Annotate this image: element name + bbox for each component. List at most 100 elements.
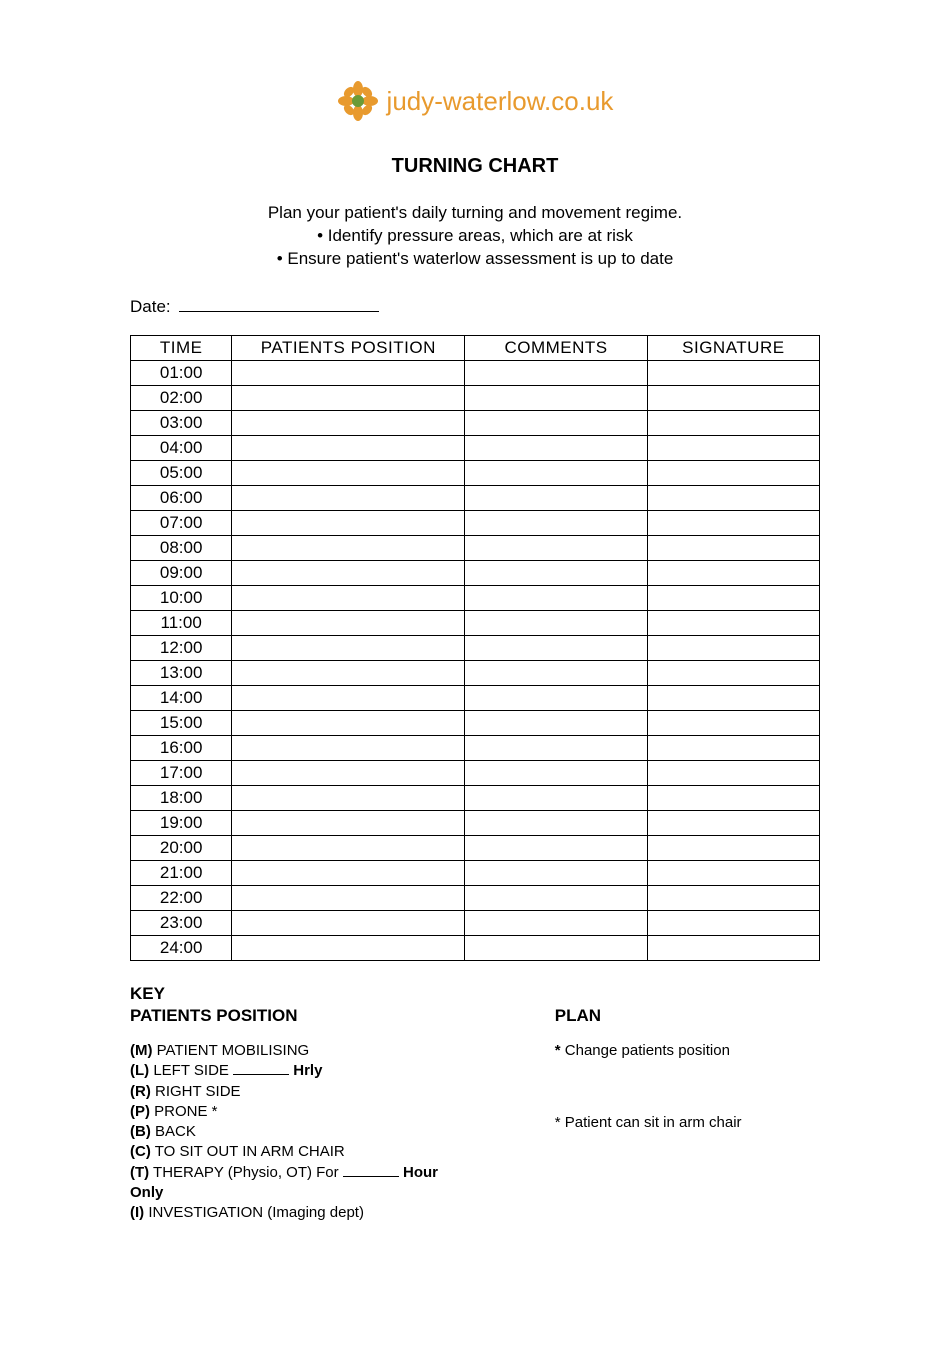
cell-comments[interactable] — [465, 610, 647, 635]
cell-position[interactable] — [232, 885, 465, 910]
cell-comments[interactable] — [465, 710, 647, 735]
cell-signature[interactable] — [647, 835, 819, 860]
cell-position[interactable] — [232, 735, 465, 760]
cell-signature[interactable] — [647, 385, 819, 410]
cell-time: 04:00 — [131, 435, 232, 460]
cell-position[interactable] — [232, 710, 465, 735]
cell-position[interactable] — [232, 485, 465, 510]
cell-signature[interactable] — [647, 435, 819, 460]
cell-comments[interactable] — [465, 785, 647, 810]
logo-text: judy-waterlow.co.uk — [387, 86, 614, 117]
cell-time: 02:00 — [131, 385, 232, 410]
table-row: 08:00 — [131, 535, 820, 560]
cell-signature[interactable] — [647, 885, 819, 910]
cell-comments[interactable] — [465, 635, 647, 660]
cell-position[interactable] — [232, 635, 465, 660]
cell-position[interactable] — [232, 935, 465, 960]
cell-comments[interactable] — [465, 935, 647, 960]
cell-comments[interactable] — [465, 485, 647, 510]
cell-signature[interactable] — [647, 935, 819, 960]
cell-comments[interactable] — [465, 410, 647, 435]
key-item: (L) LEFT SIDE Hrly — [130, 1061, 475, 1081]
cell-position[interactable] — [232, 535, 465, 560]
cell-comments[interactable] — [465, 885, 647, 910]
cell-signature[interactable] — [647, 610, 819, 635]
cell-signature[interactable] — [647, 360, 819, 385]
cell-signature[interactable] — [647, 560, 819, 585]
key-heading-key: KEY — [130, 984, 165, 1003]
cell-position[interactable] — [232, 760, 465, 785]
cell-comments[interactable] — [465, 510, 647, 535]
plan-text: Patient can sit in arm chair — [561, 1114, 742, 1131]
date-line: Date: — [130, 297, 820, 317]
cell-signature[interactable] — [647, 910, 819, 935]
cell-comments[interactable] — [465, 685, 647, 710]
cell-signature[interactable] — [647, 410, 819, 435]
cell-signature[interactable] — [647, 535, 819, 560]
cell-signature[interactable] — [647, 785, 819, 810]
table-row: 15:00 — [131, 710, 820, 735]
cell-position[interactable] — [232, 835, 465, 860]
cell-comments[interactable] — [465, 435, 647, 460]
cell-comments[interactable] — [465, 760, 647, 785]
cell-signature[interactable] — [647, 760, 819, 785]
cell-signature[interactable] — [647, 585, 819, 610]
table-row: 09:00 — [131, 560, 820, 585]
key-blank-field[interactable] — [233, 1063, 289, 1075]
date-blank-field[interactable] — [179, 298, 379, 312]
table-row: 05:00 — [131, 460, 820, 485]
cell-comments[interactable] — [465, 385, 647, 410]
cell-position[interactable] — [232, 435, 465, 460]
key-blank-field[interactable] — [343, 1165, 399, 1177]
table-row: 10:00 — [131, 585, 820, 610]
table-row: 03:00 — [131, 410, 820, 435]
cell-signature[interactable] — [647, 735, 819, 760]
cell-signature[interactable] — [647, 460, 819, 485]
cell-position[interactable] — [232, 785, 465, 810]
instructions-bullet-2: • Ensure patient's waterlow assessment i… — [130, 248, 820, 271]
cell-position[interactable] — [232, 460, 465, 485]
cell-position[interactable] — [232, 660, 465, 685]
key-item: (P) PRONE * — [130, 1102, 475, 1122]
cell-comments[interactable] — [465, 860, 647, 885]
cell-time: 09:00 — [131, 560, 232, 585]
cell-signature[interactable] — [647, 660, 819, 685]
plan-text: Change patients position — [561, 1042, 730, 1059]
cell-comments[interactable] — [465, 910, 647, 935]
cell-time: 06:00 — [131, 485, 232, 510]
cell-comments[interactable] — [465, 360, 647, 385]
cell-position[interactable] — [232, 560, 465, 585]
key-item-code: (C) — [130, 1143, 151, 1160]
cell-position[interactable] — [232, 585, 465, 610]
cell-position[interactable] — [232, 510, 465, 535]
cell-comments[interactable] — [465, 835, 647, 860]
cell-signature[interactable] — [647, 685, 819, 710]
header-comments: COMMENTS — [465, 335, 647, 360]
plan-list: * Change patients position* Patient can … — [555, 1041, 820, 1134]
cell-signature[interactable] — [647, 510, 819, 535]
cell-comments[interactable] — [465, 460, 647, 485]
cell-signature[interactable] — [647, 810, 819, 835]
cell-position[interactable] — [232, 685, 465, 710]
cell-comments[interactable] — [465, 535, 647, 560]
plan-heading: PLAN — [555, 983, 820, 1027]
cell-comments[interactable] — [465, 660, 647, 685]
cell-time: 15:00 — [131, 710, 232, 735]
cell-signature[interactable] — [647, 485, 819, 510]
cell-signature[interactable] — [647, 710, 819, 735]
cell-signature[interactable] — [647, 635, 819, 660]
cell-position[interactable] — [232, 610, 465, 635]
key-item-code: (T) — [130, 1164, 149, 1181]
cell-position[interactable] — [232, 410, 465, 435]
cell-position[interactable] — [232, 860, 465, 885]
cell-position[interactable] — [232, 385, 465, 410]
cell-signature[interactable] — [647, 860, 819, 885]
cell-comments[interactable] — [465, 585, 647, 610]
table-row: 21:00 — [131, 860, 820, 885]
cell-position[interactable] — [232, 360, 465, 385]
cell-position[interactable] — [232, 810, 465, 835]
cell-comments[interactable] — [465, 735, 647, 760]
cell-comments[interactable] — [465, 560, 647, 585]
cell-comments[interactable] — [465, 810, 647, 835]
cell-position[interactable] — [232, 910, 465, 935]
